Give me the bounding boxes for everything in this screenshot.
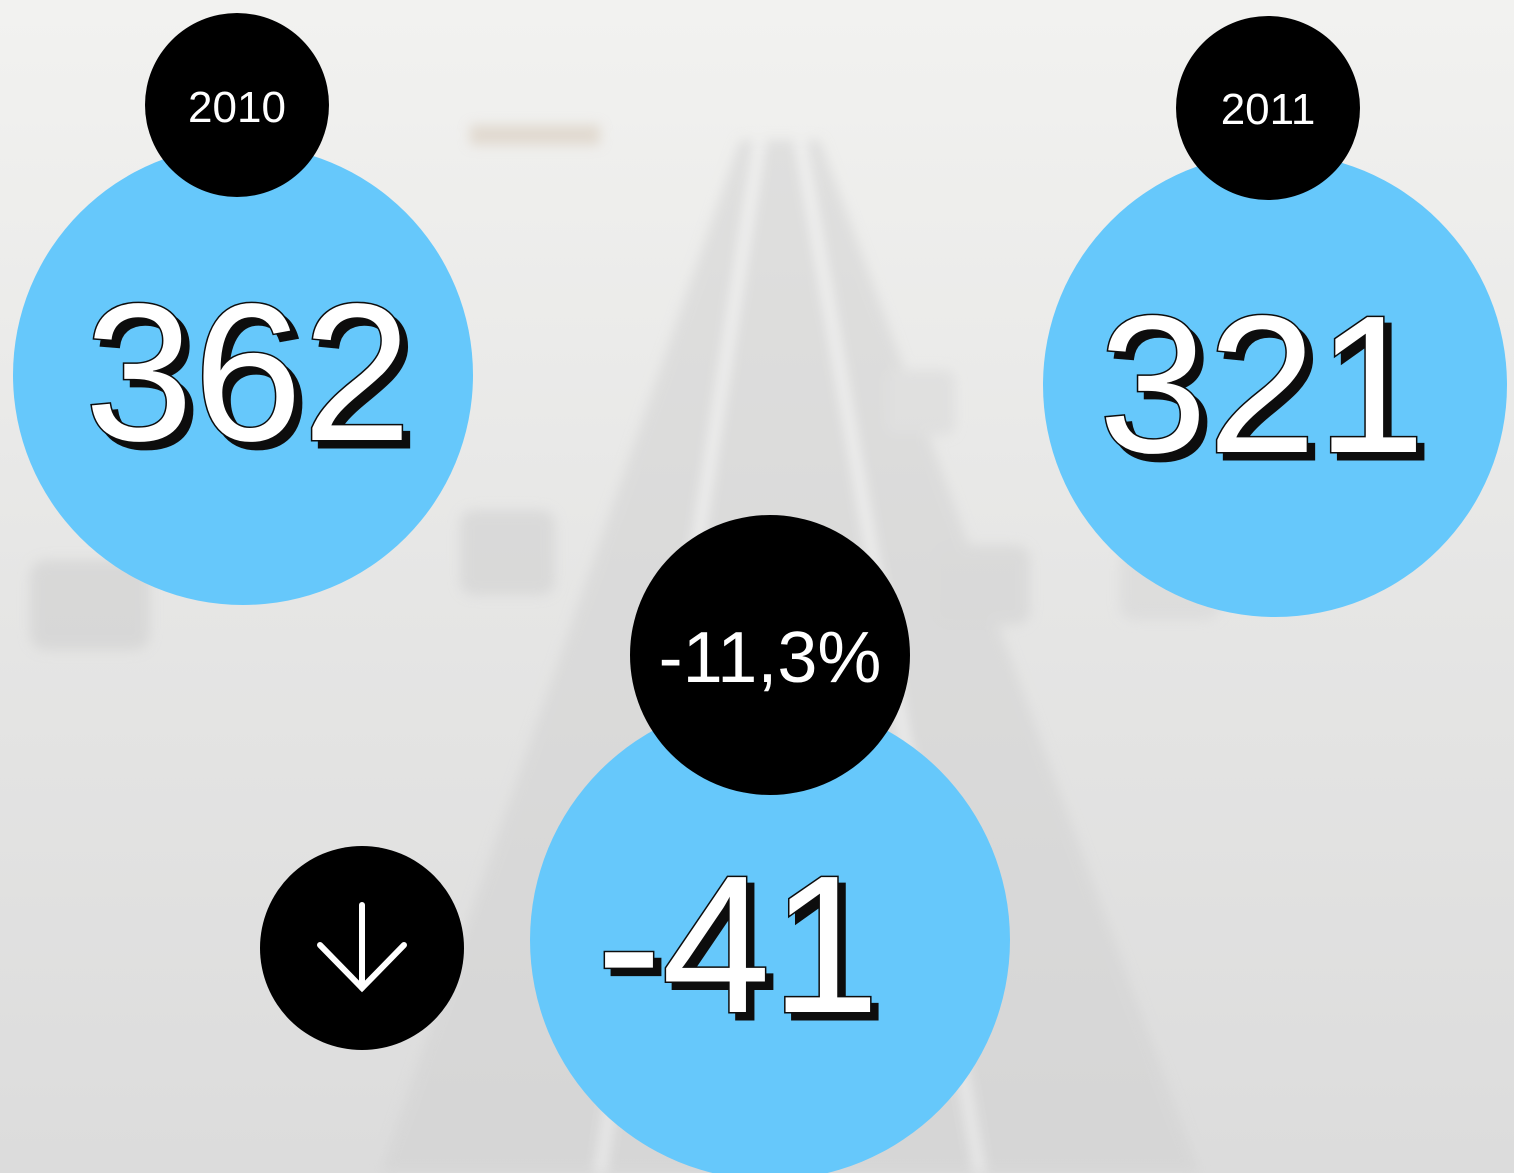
year-label: 2011 bbox=[1221, 85, 1316, 134]
percent-change: -11,3% bbox=[659, 618, 882, 698]
stat-value: 321 bbox=[1098, 275, 1425, 494]
blue-circle bbox=[1043, 153, 1507, 617]
down-arrow-icon bbox=[317, 902, 407, 993]
change-value: -41 bbox=[596, 835, 879, 1054]
stat-value: 362 bbox=[84, 263, 411, 482]
year-label: 2010 bbox=[188, 83, 286, 132]
blue-circle bbox=[530, 700, 1010, 1173]
black-circle bbox=[145, 13, 329, 197]
blue-circle bbox=[13, 145, 473, 605]
black-circle bbox=[1176, 16, 1360, 200]
black-circle bbox=[630, 515, 910, 795]
